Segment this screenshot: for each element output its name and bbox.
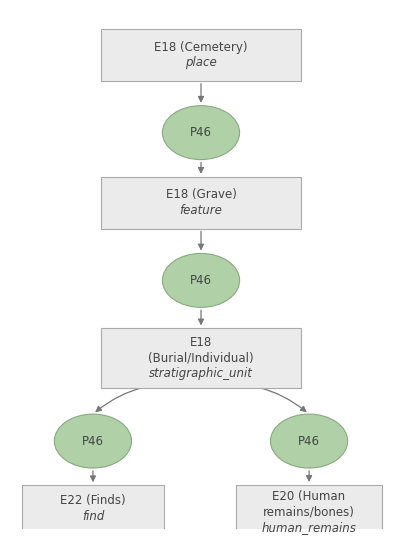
FancyBboxPatch shape — [100, 328, 301, 388]
Text: P46: P46 — [82, 435, 104, 448]
Ellipse shape — [54, 414, 131, 468]
FancyBboxPatch shape — [100, 177, 301, 228]
Text: find: find — [81, 510, 104, 523]
Ellipse shape — [270, 414, 347, 468]
Ellipse shape — [162, 253, 239, 307]
Text: remains/bones): remains/bones) — [263, 505, 354, 518]
FancyBboxPatch shape — [235, 485, 381, 539]
Text: E20 (Human: E20 (Human — [272, 490, 345, 503]
Text: (Burial/Individual): (Burial/Individual) — [148, 352, 253, 365]
Text: E22 (Finds): E22 (Finds) — [60, 494, 126, 507]
Text: E18: E18 — [189, 336, 212, 349]
Text: P46: P46 — [297, 435, 319, 448]
Text: E18 (Cemetery): E18 (Cemetery) — [154, 40, 247, 53]
Text: place: place — [185, 56, 216, 69]
Text: P46: P46 — [190, 126, 211, 139]
Ellipse shape — [162, 106, 239, 160]
FancyBboxPatch shape — [22, 485, 164, 532]
Text: P46: P46 — [190, 274, 211, 287]
Text: human_remains: human_remains — [261, 521, 356, 534]
Text: stratigraphic_unit: stratigraphic_unit — [149, 367, 252, 380]
Text: feature: feature — [179, 204, 222, 217]
Text: E18 (Grave): E18 (Grave) — [165, 188, 236, 201]
FancyBboxPatch shape — [100, 29, 301, 81]
